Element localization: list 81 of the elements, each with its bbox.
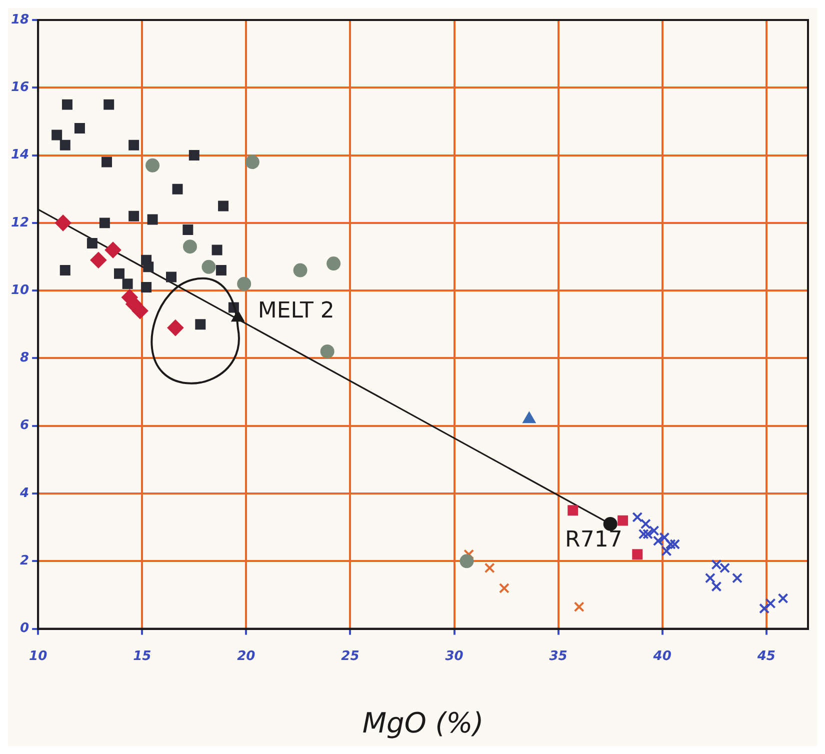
x-tick-label: 20 xyxy=(237,648,256,664)
point xyxy=(759,603,770,614)
point xyxy=(182,240,197,254)
point xyxy=(195,319,206,330)
point xyxy=(99,218,110,228)
point xyxy=(55,214,72,231)
point xyxy=(568,505,578,516)
point xyxy=(574,602,584,612)
point xyxy=(212,244,222,256)
annotation: MELT 2 xyxy=(258,298,334,324)
point xyxy=(293,263,308,278)
point xyxy=(661,546,672,556)
point xyxy=(128,140,140,150)
point xyxy=(122,278,133,290)
annotation: R717 xyxy=(565,528,622,553)
point xyxy=(245,155,260,170)
point xyxy=(720,562,730,574)
point xyxy=(484,562,495,574)
point xyxy=(90,252,106,268)
point xyxy=(143,262,154,272)
point xyxy=(704,572,716,584)
x-tick-label: 35 xyxy=(549,648,568,664)
point xyxy=(711,559,722,570)
point xyxy=(128,210,140,222)
point xyxy=(732,572,742,584)
point xyxy=(104,99,114,110)
point xyxy=(86,238,98,248)
point xyxy=(778,593,788,604)
point xyxy=(665,539,676,550)
point xyxy=(464,549,474,560)
point xyxy=(172,184,183,194)
x-tick-label: 25 xyxy=(341,648,360,664)
point xyxy=(102,156,112,168)
point xyxy=(182,224,194,235)
point xyxy=(114,268,124,279)
point xyxy=(237,276,252,291)
point xyxy=(326,256,341,271)
point xyxy=(141,282,152,292)
y-tick-label: 18 xyxy=(10,12,30,28)
point xyxy=(522,412,536,424)
x-tick-label: 15 xyxy=(133,648,152,664)
point xyxy=(460,554,474,568)
point xyxy=(146,158,160,172)
x-axis-title: MgO (%) xyxy=(362,706,484,740)
point xyxy=(60,265,70,276)
x-tick-label: 45 xyxy=(756,648,776,664)
point xyxy=(188,150,200,161)
y-tick-label: 16 xyxy=(10,80,30,96)
point xyxy=(711,581,722,592)
point xyxy=(603,516,618,531)
point xyxy=(765,598,776,609)
point xyxy=(320,344,334,358)
y-tick-label: 8 xyxy=(20,350,30,366)
y-tick-label: 0 xyxy=(20,621,30,636)
point xyxy=(60,140,70,150)
point xyxy=(74,122,85,134)
y-tick-label: 12 xyxy=(10,215,30,230)
point xyxy=(167,320,184,336)
y-tick-label: 10 xyxy=(10,282,30,298)
point xyxy=(62,99,72,110)
point xyxy=(670,539,680,550)
point xyxy=(618,515,628,526)
point xyxy=(632,549,643,560)
x-tick-label: 40 xyxy=(652,648,672,664)
point xyxy=(659,532,670,543)
point xyxy=(52,130,62,140)
point xyxy=(632,512,643,522)
point xyxy=(648,525,660,536)
y-tick-label: 2 xyxy=(20,554,30,569)
point xyxy=(166,272,177,282)
y-tick-label: 14 xyxy=(10,148,30,163)
point xyxy=(216,265,226,276)
point xyxy=(105,242,121,258)
y-tick-label: 4 xyxy=(19,486,30,501)
y-tick-label: 6 xyxy=(20,418,30,434)
point xyxy=(498,582,510,594)
point xyxy=(218,200,229,212)
x-tick-label: 30 xyxy=(445,648,464,664)
point xyxy=(652,536,664,546)
point xyxy=(202,260,216,274)
point xyxy=(147,214,158,225)
